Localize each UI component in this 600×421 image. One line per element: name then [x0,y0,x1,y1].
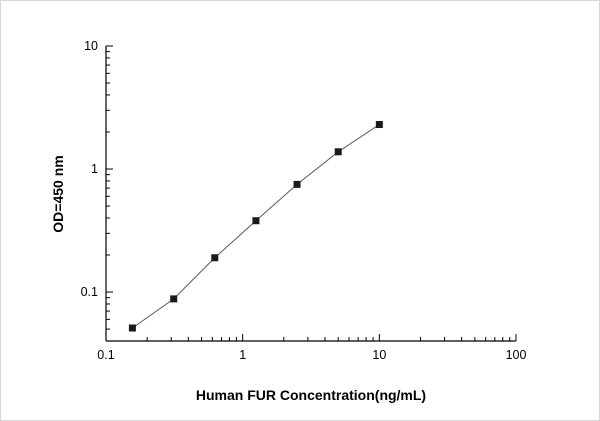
y-axis-title: OD=450 nm [50,155,66,232]
data-point-marker [293,180,301,188]
x-tick-label: 10 [372,348,386,362]
y-tick-label: 1 [91,162,98,176]
x-axis-title: Human FUR Concentration(ng/mL) [196,387,426,403]
x-tick-label: 0.1 [97,348,114,362]
data-point-marker [128,324,136,332]
x-tick-label: 100 [506,348,527,362]
x-tick-label: 1 [239,348,246,362]
y-tick-label: 10 [84,39,98,53]
data-point-marker [375,121,383,129]
data-point-marker [334,148,342,156]
plot-layer: 0.1 1 10 100 0.1 1 10 [81,39,527,362]
series-line [132,124,380,329]
data-point-marker [252,217,260,225]
data-point-marker [211,254,219,262]
y-tick-label: 0.1 [81,285,98,299]
data-point-marker [170,295,178,303]
